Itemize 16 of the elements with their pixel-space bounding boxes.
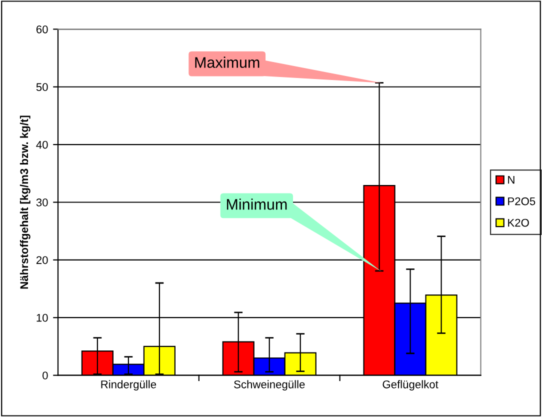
- annotation: Minimum: [226, 198, 287, 210]
- x-tick-label: Schweinegülle: [234, 380, 305, 391]
- y-tick-label: 20: [36, 256, 48, 264]
- x-tick-label: Geflügelkot: [382, 380, 438, 391]
- y-tick-label: 60: [36, 25, 48, 34]
- annotation: Maximum: [195, 56, 260, 68]
- y-tick-label: 0: [42, 372, 48, 380]
- y-tick-label: 10: [36, 314, 48, 322]
- legend-label: P2O5: [508, 197, 536, 206]
- y-tick-label: 50: [36, 83, 48, 92]
- legend-label: K2O: [508, 218, 529, 227]
- x-tick-label: Rindergülle: [101, 380, 156, 391]
- y-axis-title: Nährstoffgehalt [kg/m3 bzw. kg/t]: [20, 116, 30, 289]
- y-tick-label: 40: [36, 140, 48, 149]
- legend-label: N: [508, 176, 514, 184]
- y-tick-label: 30: [36, 198, 48, 206]
